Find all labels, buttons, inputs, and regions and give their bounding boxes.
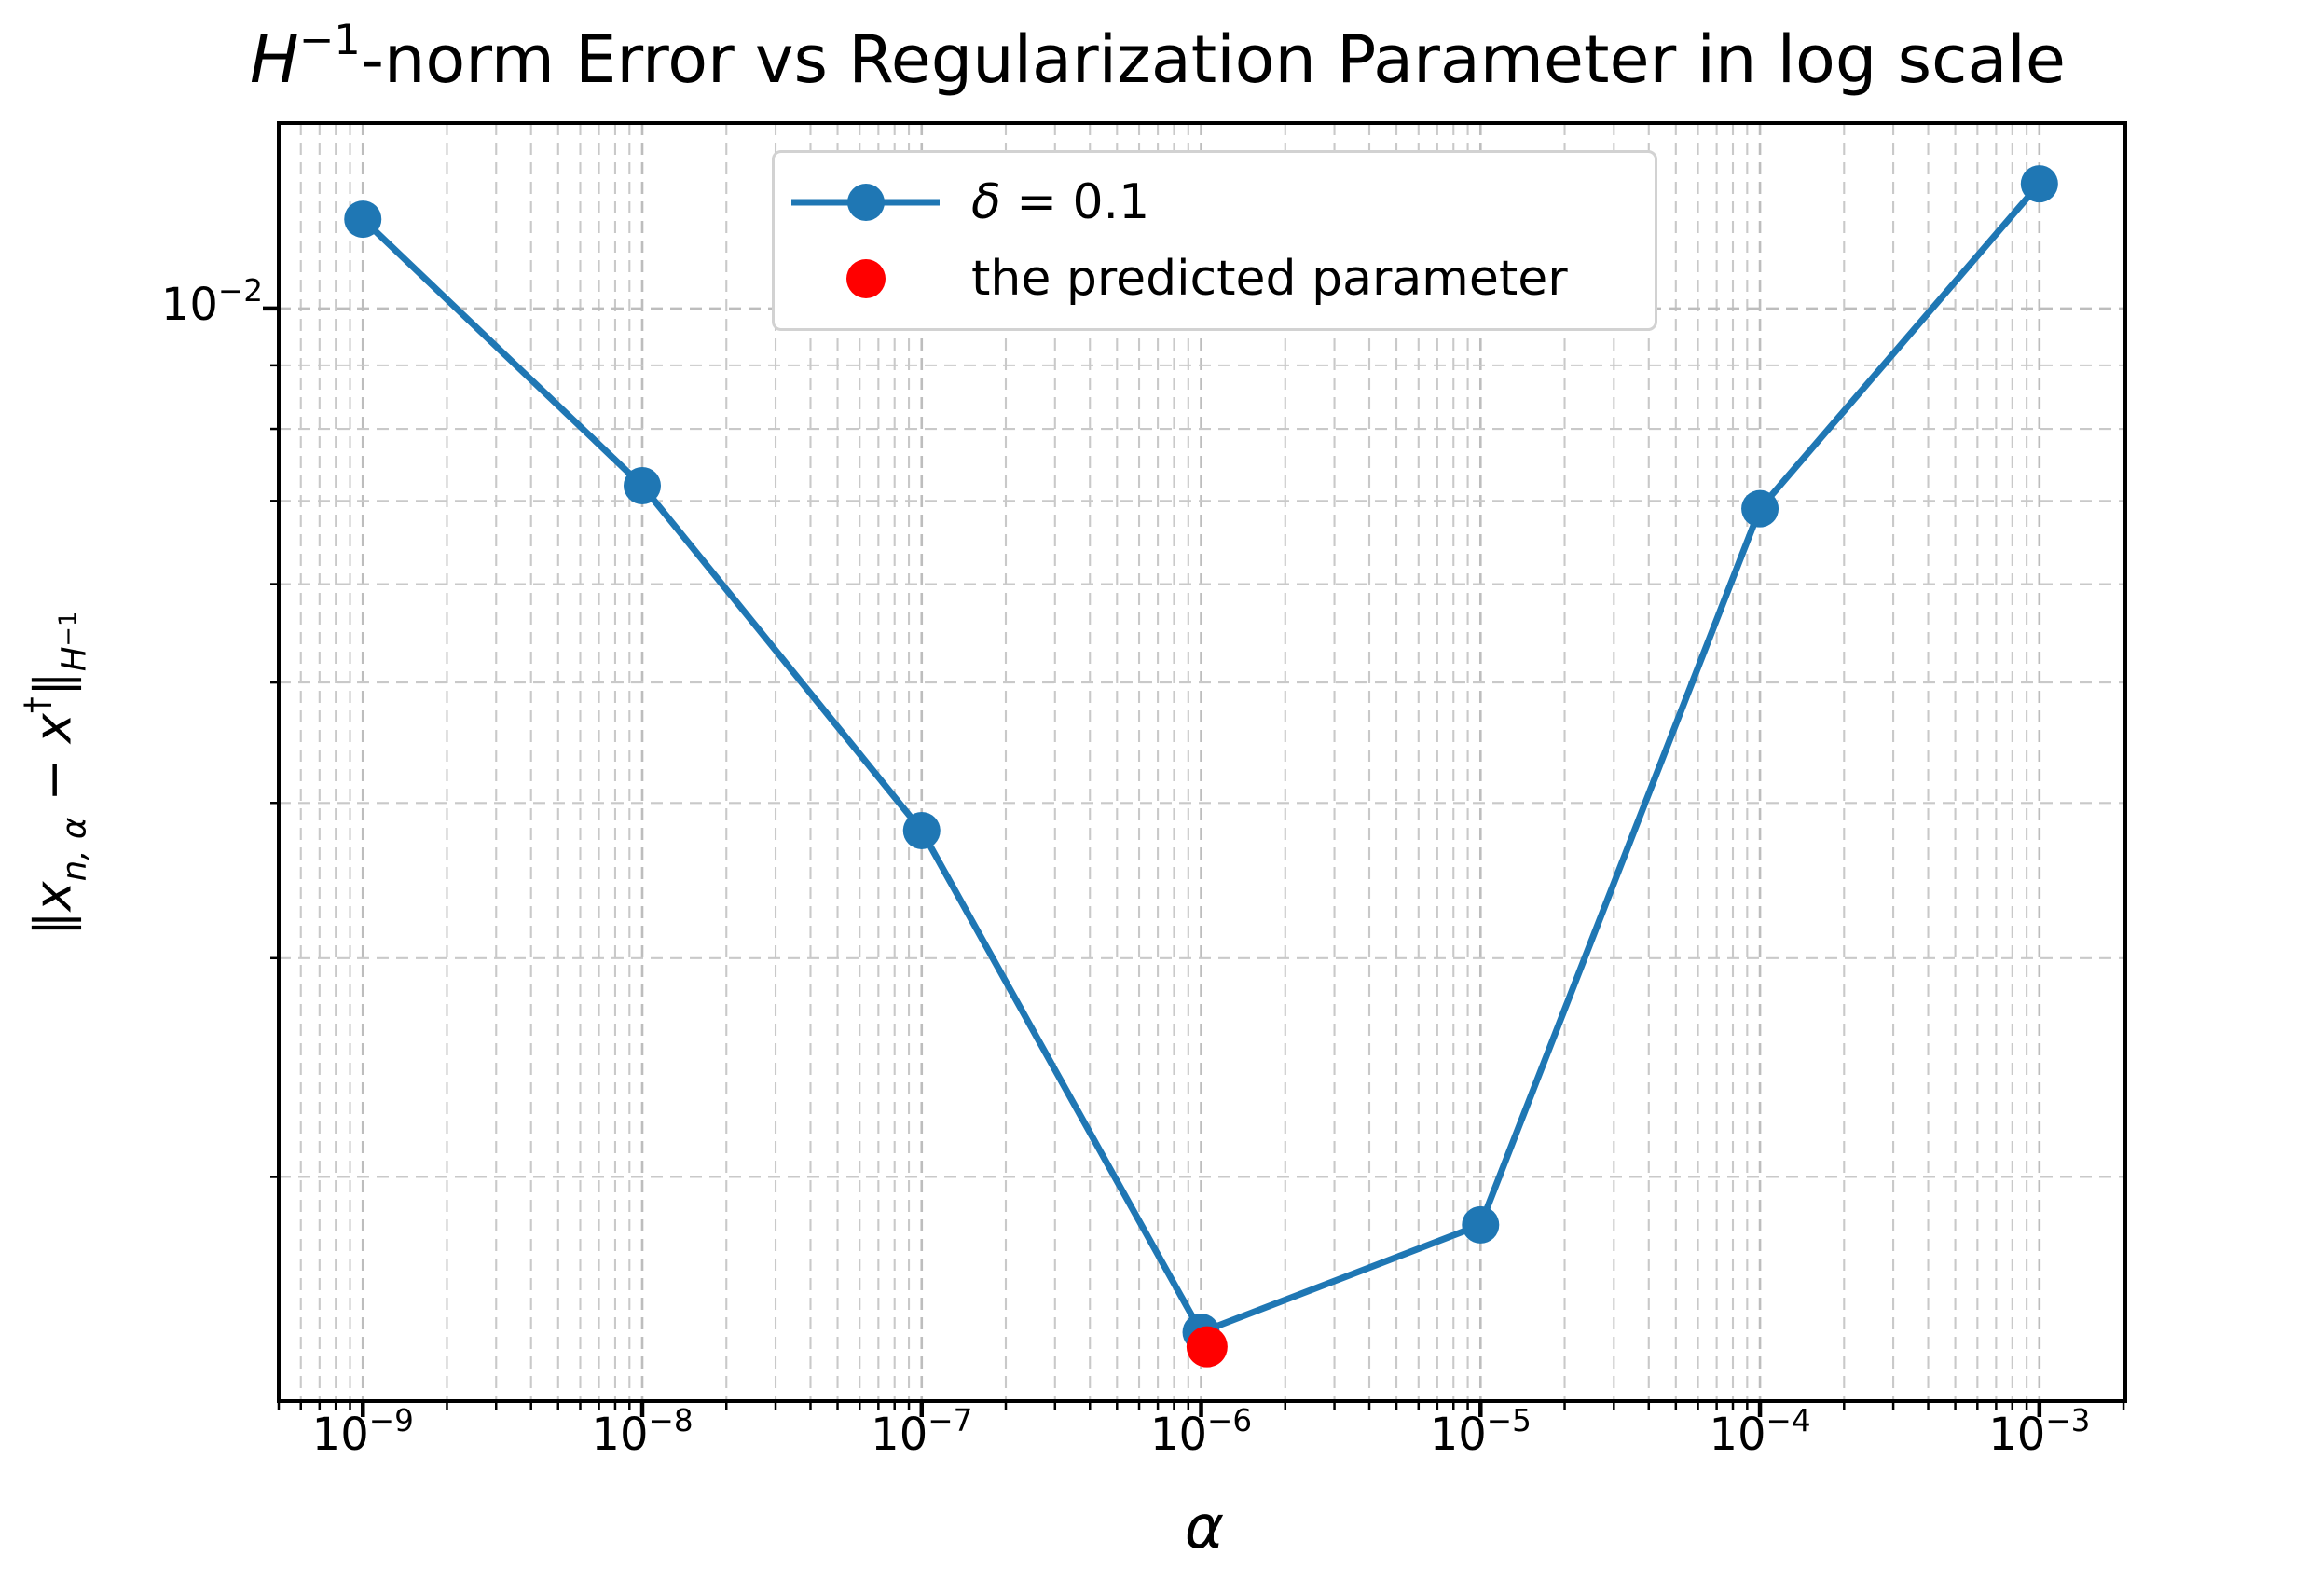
ylabel-dagger: † xyxy=(18,696,57,714)
x-tick-label: 10−9 xyxy=(311,1403,414,1461)
y-tick-base: 10 xyxy=(160,279,218,331)
legend-item-predicted: the predicted parameter xyxy=(784,249,1645,309)
delta-symbol: δ xyxy=(971,174,1001,231)
x-tick-label: 10−3 xyxy=(1988,1403,2091,1461)
ylabel-x1: x xyxy=(23,881,83,912)
x-tick-label: 10−4 xyxy=(1709,1403,1811,1461)
legend-item-delta: δ = 0.1 xyxy=(784,172,1645,232)
ylabel-h: H xyxy=(55,646,94,672)
x-tick-label: 10−8 xyxy=(591,1403,694,1461)
x-axis-label: α xyxy=(1184,1493,1225,1562)
ylabel-h-exp: −1 xyxy=(54,611,83,647)
title-text: -norm Error vs Regularization Parameter … xyxy=(360,21,2066,98)
x-tick-label: 10−6 xyxy=(1149,1403,1253,1461)
norm-bar: ∥ xyxy=(23,911,83,937)
y-tick-exponent: −2 xyxy=(217,273,263,309)
x-tick-label: 10−5 xyxy=(1429,1403,1532,1461)
legend-dot-icon xyxy=(846,258,886,298)
chart-title: H−1-norm Error vs Regularization Paramet… xyxy=(250,19,2066,95)
ylabel-x2: x xyxy=(23,713,83,744)
ylabel-sub1: n, α xyxy=(55,817,94,882)
ylabel-minus: − xyxy=(23,743,83,818)
legend-label-predicted: the predicted parameter xyxy=(971,250,1568,307)
legend-label-delta: δ = 0.1 xyxy=(971,174,1149,230)
y-tick-label: 10−2 xyxy=(160,276,263,333)
legend: δ = 0.1 the predicted parameter xyxy=(772,150,1657,331)
norm-bar: ∥ xyxy=(23,671,83,697)
legend-line-marker-icon xyxy=(791,184,940,222)
delta-value: = 0.1 xyxy=(1000,174,1150,231)
title-exponent: −1 xyxy=(298,15,361,64)
x-tick-label: 10−7 xyxy=(871,1403,973,1461)
y-axis-label: ∥xn, α − x†∥H−1 xyxy=(19,611,94,937)
title-var: H xyxy=(250,21,299,98)
